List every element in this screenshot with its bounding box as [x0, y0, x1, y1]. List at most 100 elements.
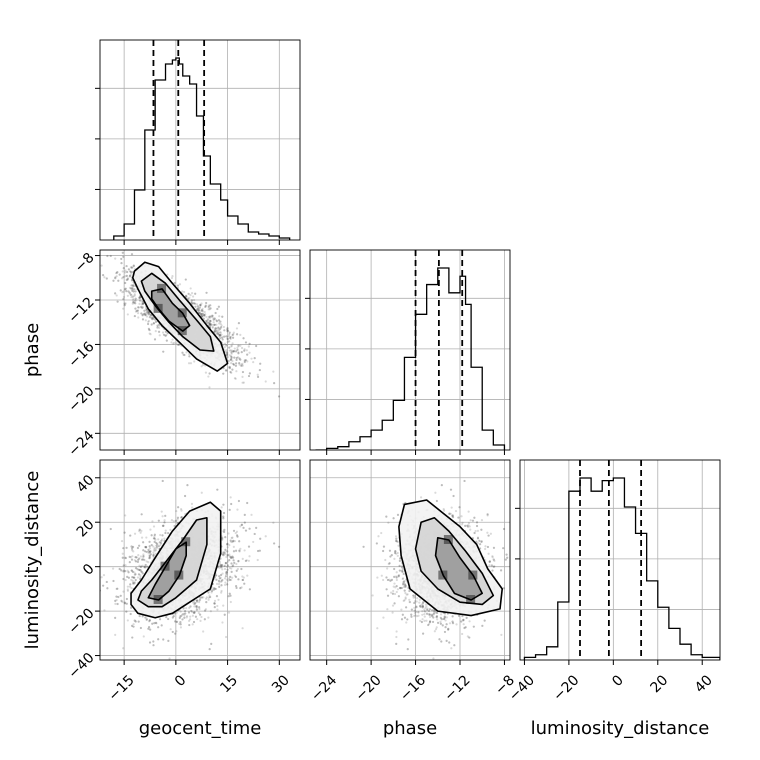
scatter-point [122, 298, 125, 301]
scatter-point [157, 538, 160, 541]
scatter-point [230, 345, 233, 348]
scatter-point [223, 342, 227, 345]
scatter-point [214, 574, 217, 577]
scatter-point [147, 313, 151, 316]
scatter-point [140, 565, 143, 568]
scatter-point [146, 312, 149, 315]
scatter-point [218, 333, 221, 337]
scatter-point [124, 287, 127, 290]
scatter-point [142, 553, 145, 556]
scatter-point [229, 370, 232, 374]
scatter-point [126, 270, 129, 274]
scatter-point [114, 277, 117, 280]
scatter-point [132, 295, 135, 298]
scatter-point [234, 377, 237, 380]
scatter-point [227, 335, 230, 338]
scatter-point [150, 323, 153, 326]
scatter-point [232, 350, 235, 353]
scatter-point [143, 550, 147, 553]
scatter-point [133, 571, 136, 574]
scatter-point [245, 559, 248, 562]
scatter-point [148, 316, 151, 319]
scatter-point [186, 297, 190, 300]
scatter-point [216, 329, 219, 332]
scatter-point [179, 621, 182, 624]
scatter-point [208, 594, 211, 597]
scatter-point [142, 558, 146, 561]
scatter-point [225, 335, 228, 338]
scatter-point [153, 549, 156, 552]
scatter-point [225, 351, 228, 354]
scatter-point [149, 628, 152, 631]
scatter-point [153, 547, 156, 551]
scatter-point [209, 307, 212, 310]
scatter-point [132, 623, 135, 626]
scatter-point [179, 615, 182, 618]
scatter-point [181, 351, 184, 354]
scatter-point [120, 277, 124, 280]
scatter-point [207, 591, 210, 594]
scatter-point [247, 559, 250, 562]
scatter-point [131, 295, 134, 298]
scatter-point [220, 326, 223, 329]
scatter-point [199, 303, 202, 307]
scatter-point [165, 339, 168, 342]
scatter-point [242, 526, 245, 529]
scatter-point [226, 543, 229, 546]
scatter-point [131, 302, 134, 305]
scatter-point [210, 591, 213, 594]
density-level [151, 288, 190, 332]
scatter-point [133, 314, 136, 318]
scatter-point [130, 284, 133, 287]
scatter-point [111, 567, 115, 570]
scatter-point [259, 362, 262, 365]
scatter-point [194, 305, 197, 308]
panel-content [100, 40, 300, 240]
scatter-point [212, 318, 215, 321]
scatter-point [199, 304, 202, 307]
scatter-point [121, 600, 124, 604]
scatter-point [121, 270, 124, 273]
scatter-point [250, 513, 253, 516]
scatter-point [217, 326, 220, 329]
scatter-point [220, 324, 223, 327]
scatter-point [216, 608, 219, 611]
panel-content [310, 250, 510, 450]
scatter-point [208, 316, 211, 320]
scatter-point [126, 569, 129, 572]
scatter-point [225, 349, 228, 352]
scatter-point [230, 556, 233, 559]
scatter-point [130, 253, 134, 256]
scatter-point [139, 555, 143, 558]
scatter-point [122, 564, 125, 567]
scatter-point [237, 560, 240, 563]
scatter-point [193, 302, 197, 305]
scatter-point [248, 342, 251, 346]
scatter-point [238, 357, 241, 360]
scatter-point [179, 626, 183, 629]
scatter-point [227, 334, 231, 337]
scatter-point [214, 311, 217, 315]
scatter-point [140, 536, 144, 539]
scatter-point [214, 327, 217, 330]
scatter-point [226, 337, 230, 341]
scatter-point [141, 558, 145, 561]
scatter-point [138, 299, 142, 302]
scatter-point [219, 320, 222, 323]
scatter-point [114, 275, 117, 279]
scatter-point [218, 566, 221, 569]
scatter-point [226, 352, 229, 356]
scatter-point [245, 349, 248, 352]
scatter-point [237, 344, 240, 347]
scatter-point [185, 295, 188, 298]
scatter-point [238, 362, 241, 365]
scatter-point [238, 363, 241, 366]
scatter-point [219, 331, 222, 334]
scatter-point [228, 559, 231, 562]
scatter-point [132, 265, 135, 268]
scatter-point [141, 302, 144, 306]
scatter-point [134, 297, 137, 300]
scatter-point [219, 337, 222, 340]
y-tick-label: −12 [65, 294, 97, 326]
scatter-point [105, 277, 108, 280]
